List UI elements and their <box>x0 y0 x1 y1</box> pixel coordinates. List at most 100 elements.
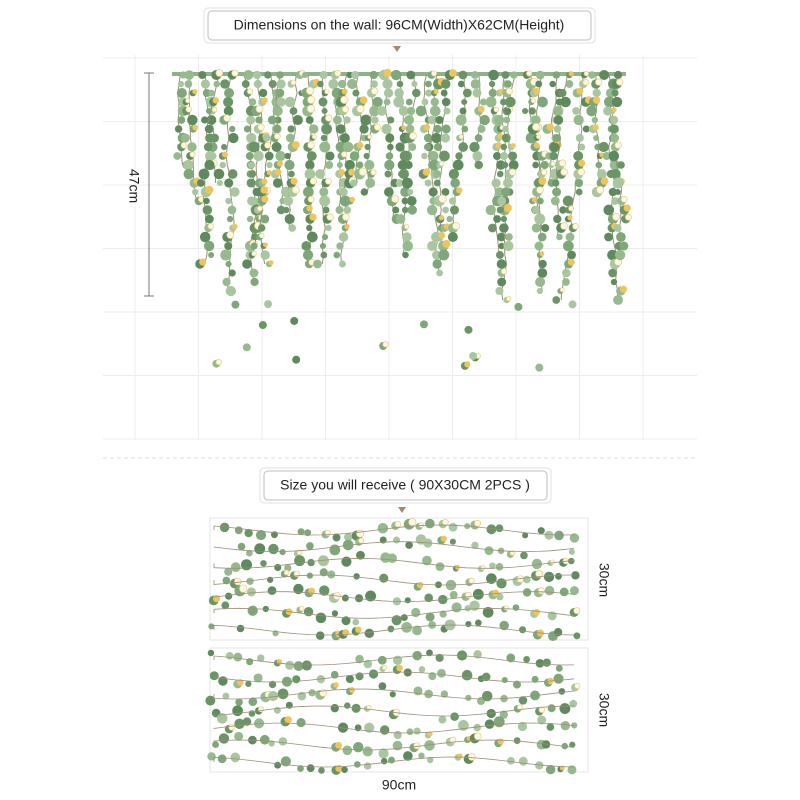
leaf <box>268 680 277 689</box>
flower <box>506 296 512 302</box>
leaf <box>496 206 504 214</box>
leaf <box>448 197 457 205</box>
flower <box>189 151 196 158</box>
leaf <box>276 205 286 215</box>
leaf <box>315 631 325 640</box>
leaf <box>595 161 603 169</box>
flower <box>510 143 516 149</box>
leaf <box>501 187 511 197</box>
leaf <box>352 89 360 97</box>
leaf <box>475 619 482 627</box>
leaf <box>550 142 560 152</box>
leaf <box>320 251 328 259</box>
leaf <box>381 123 392 135</box>
flower <box>291 141 300 149</box>
leaf <box>241 559 252 571</box>
flower <box>348 168 356 176</box>
flower <box>264 141 271 149</box>
leaf <box>267 586 277 595</box>
flower <box>290 177 298 185</box>
leaf <box>395 214 406 224</box>
leaf <box>349 151 360 161</box>
flower <box>457 753 463 759</box>
flower <box>223 114 231 122</box>
leaf <box>458 70 468 80</box>
flower <box>583 71 590 77</box>
leaf <box>208 623 215 630</box>
leaf <box>429 105 441 117</box>
leaf <box>568 300 577 309</box>
leaf <box>245 680 252 687</box>
leaf <box>275 150 286 162</box>
leaf <box>207 649 215 657</box>
flower <box>422 168 431 176</box>
pointer <box>393 46 401 52</box>
leaf <box>290 316 299 325</box>
leaf <box>471 541 479 550</box>
leaf <box>611 197 619 205</box>
leaf <box>415 105 427 117</box>
leaf <box>614 249 626 261</box>
leaf <box>552 296 561 304</box>
leaf <box>301 71 308 79</box>
leaf <box>220 249 232 261</box>
leaf <box>364 628 374 639</box>
leaf <box>276 97 286 107</box>
flower <box>262 242 268 248</box>
flower <box>307 141 315 149</box>
leaf <box>219 522 230 533</box>
leaf <box>512 604 520 611</box>
leaf <box>278 737 288 746</box>
leaf <box>573 632 581 640</box>
leaf <box>222 277 231 287</box>
flower <box>335 741 343 749</box>
flower <box>273 132 281 140</box>
leaf <box>428 621 437 629</box>
flower <box>307 195 315 203</box>
leaf <box>332 115 342 125</box>
leaf <box>264 71 272 79</box>
leaf <box>335 124 346 134</box>
leaf <box>435 115 444 125</box>
leaf <box>486 708 496 719</box>
leaf <box>353 741 364 753</box>
leaf <box>383 88 394 98</box>
flower <box>391 194 400 203</box>
leaf <box>465 620 472 628</box>
flower <box>394 520 402 528</box>
flower <box>531 197 537 203</box>
leaf <box>385 152 394 160</box>
leaf <box>493 215 502 223</box>
leaf <box>234 718 245 729</box>
leaf <box>198 168 210 180</box>
leaf <box>499 620 509 631</box>
leaf <box>578 143 586 151</box>
leaf <box>452 159 464 171</box>
leaf <box>540 160 549 170</box>
leaf <box>418 666 426 673</box>
leaf <box>513 737 521 744</box>
leaf <box>224 87 235 99</box>
leaf <box>506 653 516 663</box>
leaf <box>560 96 571 108</box>
flower <box>538 176 547 185</box>
leaf <box>427 115 437 125</box>
leaf <box>343 206 352 214</box>
leaf <box>604 96 615 108</box>
leaf <box>352 618 360 626</box>
leaf <box>321 123 333 135</box>
leaf <box>406 106 416 116</box>
leaf <box>602 151 611 161</box>
leaf <box>461 98 468 106</box>
leaf <box>283 196 294 206</box>
flower <box>493 106 499 113</box>
leaf <box>553 628 563 637</box>
leaf <box>571 722 578 729</box>
leaf <box>495 286 504 296</box>
leaf <box>342 141 354 153</box>
leaf <box>419 320 428 329</box>
leaf <box>247 605 258 616</box>
leaf <box>430 97 439 107</box>
leaf <box>609 124 619 134</box>
leaf <box>488 80 496 88</box>
